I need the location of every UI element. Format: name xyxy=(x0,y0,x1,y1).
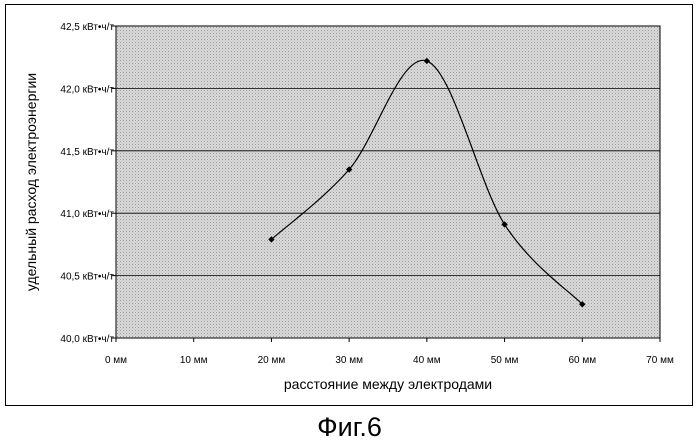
figure-caption: Фиг.6 xyxy=(0,411,699,443)
x-tick-label: 20 мм xyxy=(258,355,286,366)
y-tick-label: 42,0 кВт•ч/т xyxy=(60,84,114,95)
x-tick-label: 10 мм xyxy=(180,355,208,366)
y-tick-label: 42,5 кВт•ч/т xyxy=(60,22,114,33)
x-tick-label: 40 мм xyxy=(413,355,441,366)
x-tick-label: 50 мм xyxy=(491,355,519,366)
y-tick-label: 40,5 кВт•ч/т xyxy=(60,272,114,283)
x-tick-label: 70 мм xyxy=(646,355,674,366)
y-tick-label: 40,0 кВт•ч/т xyxy=(60,334,114,345)
plot-area xyxy=(116,26,660,338)
y-tick-label: 41,5 кВт•ч/т xyxy=(60,147,114,158)
x-tick-label: 60 мм xyxy=(568,355,596,366)
x-tick-label: 0 мм xyxy=(105,355,127,366)
x-tick-label: 30 мм xyxy=(335,355,363,366)
chart: 40,0 кВт•ч/т 40,5 кВт•ч/т 41,0 кВт•ч/т 41,5… xyxy=(0,0,699,410)
y-axis-title: удельный расход электроэнергии xyxy=(23,73,39,291)
y-tick-label: 41,0 кВт•ч/т xyxy=(60,209,114,220)
x-axis-title: расстояние между электродами xyxy=(284,376,492,392)
